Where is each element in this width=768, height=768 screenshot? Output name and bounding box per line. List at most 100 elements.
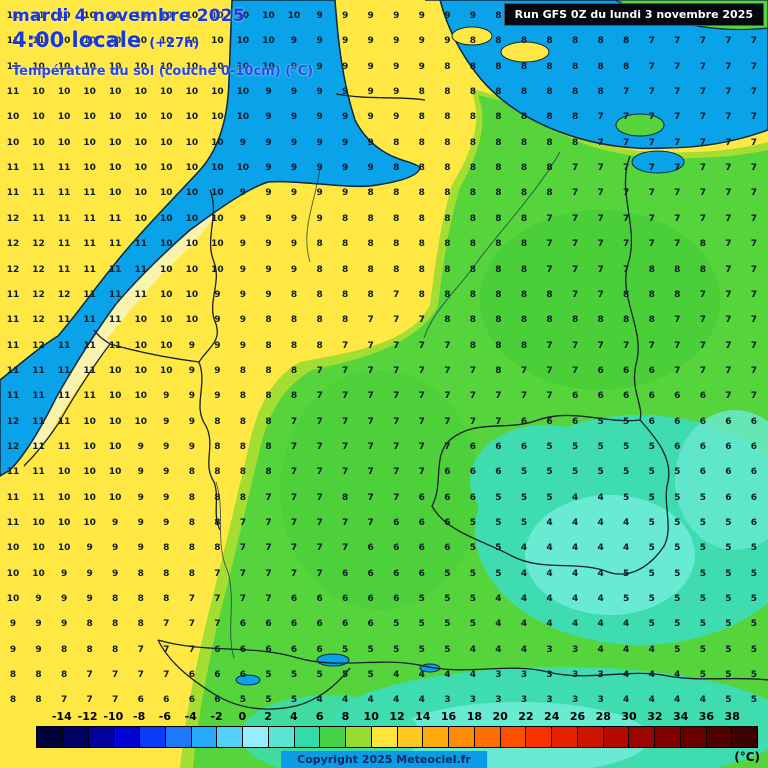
temperature-value: 8	[188, 543, 195, 554]
temperature-value: 8	[316, 239, 323, 250]
temperature-value: 7	[418, 441, 425, 452]
green-dark-patch-2	[280, 370, 480, 610]
temperature-value: 7	[418, 315, 425, 326]
temperature-value: 6	[393, 518, 400, 528]
temperature-value: 8	[418, 213, 425, 224]
temperature-value: 4	[571, 518, 579, 528]
temperature-value: 5	[367, 670, 374, 681]
temperature-value: 8	[265, 467, 272, 478]
temperature-value: 8	[520, 163, 528, 174]
temperature-value: 9	[393, 61, 400, 72]
temperature-value: 8	[546, 112, 553, 123]
temperature-value: 8	[469, 315, 477, 326]
scale-tick-label: 18	[466, 710, 482, 723]
temperature-value: 12	[32, 289, 45, 300]
temperature-value: 8	[265, 416, 272, 427]
temperature-value: 8	[239, 365, 247, 376]
temperature-value: 4	[623, 518, 630, 528]
temperature-value: 10	[211, 36, 224, 47]
temperature-value: 10	[134, 340, 148, 351]
temperature-value: 9	[290, 163, 298, 174]
temperature-value: 9	[60, 619, 68, 630]
temperature-value: 8	[469, 36, 477, 47]
temperature-value: 7	[623, 112, 630, 123]
temperature-value: 4	[597, 492, 604, 503]
temperature-value: 6	[290, 594, 298, 605]
temperature-value: 9	[342, 163, 349, 174]
temperature-value: 8	[393, 188, 400, 199]
temperature-value: 7	[290, 518, 298, 528]
temperature-value: 8	[571, 36, 579, 47]
temperature-value: 5	[444, 644, 451, 655]
temperature-value: 6	[571, 416, 579, 427]
temperature-value: 8	[444, 112, 451, 123]
temperature-value: 7	[725, 163, 732, 174]
temperature-value: 10	[83, 112, 96, 123]
scale-segment	[217, 727, 243, 747]
temperature-value: 10	[134, 188, 148, 199]
temperature-value: 3	[571, 644, 579, 655]
temperature-value: 6	[239, 619, 247, 630]
temperature-value: 8	[9, 695, 17, 706]
temperature-value: 7	[342, 416, 349, 427]
temperature-value: 8	[546, 87, 553, 98]
temperature-value: 10	[57, 11, 71, 21]
temperature-value: 7	[367, 416, 374, 427]
temperature-value: 8	[648, 315, 655, 326]
temperature-value: 5	[495, 543, 502, 554]
temperature-value: 9	[367, 163, 374, 174]
temperature-value: 7	[725, 391, 732, 402]
temperature-value: 8	[188, 492, 195, 503]
temperature-value: 7	[571, 264, 579, 275]
temperature-value: 10	[32, 568, 45, 579]
temperature-value: 10	[57, 87, 71, 98]
temperature-value: 12	[32, 315, 45, 326]
turquoise-core	[525, 495, 695, 615]
temperature-value: 9	[137, 492, 144, 503]
temperature-value: 5	[648, 441, 655, 452]
temperature-value: 8	[495, 213, 502, 224]
temperature-value: 4	[623, 619, 630, 630]
scale-tick-label: -14	[51, 710, 72, 723]
temperature-value: 7	[342, 365, 349, 376]
temperature-value: 12	[32, 239, 45, 250]
temperature-value: 7	[750, 188, 758, 199]
temperature-value: 5	[623, 492, 630, 503]
temperature-value: 7	[418, 391, 425, 402]
temperature-value: 4	[571, 492, 579, 503]
temperature-value: 9	[188, 391, 195, 402]
temperature-value: 9	[9, 619, 17, 630]
temperature-value: 6	[393, 594, 400, 605]
temperature-value: 7	[674, 213, 681, 224]
temperature-value: 11	[32, 213, 45, 224]
temperature-value: 7	[444, 340, 451, 351]
temperature-value: 7	[239, 518, 247, 528]
temperature-value: 4	[546, 619, 553, 630]
temperature-value: 9	[214, 315, 221, 326]
temperature-value: 8	[239, 416, 247, 427]
temperature-value: 11	[32, 467, 45, 478]
temperature-value: 7	[699, 365, 706, 376]
temperature-value: 3	[597, 695, 604, 706]
temperature-value: 10	[6, 137, 20, 148]
temperature-value: 6	[239, 670, 247, 681]
temperature-value: 10	[134, 87, 148, 98]
scale-tick-label: -4	[184, 710, 197, 723]
temperature-value: 11	[57, 264, 71, 275]
temperature-value: 7	[699, 188, 706, 199]
temperature-value: 8	[623, 289, 630, 300]
temperature-value: 7	[750, 87, 758, 98]
temperature-value: 5	[444, 568, 451, 579]
temperature-value: 7	[112, 670, 119, 681]
temperature-value: 4	[444, 670, 451, 681]
scale-segment	[165, 727, 192, 747]
temperature-value: 7	[444, 441, 451, 452]
temperature-value: 3	[571, 695, 579, 706]
temperature-value: 11	[6, 467, 20, 478]
temperature-value: 9	[214, 391, 221, 402]
temperature-value: 11	[134, 239, 148, 250]
temperature-value: 5	[699, 518, 706, 528]
temperature-value: 5	[290, 670, 298, 681]
